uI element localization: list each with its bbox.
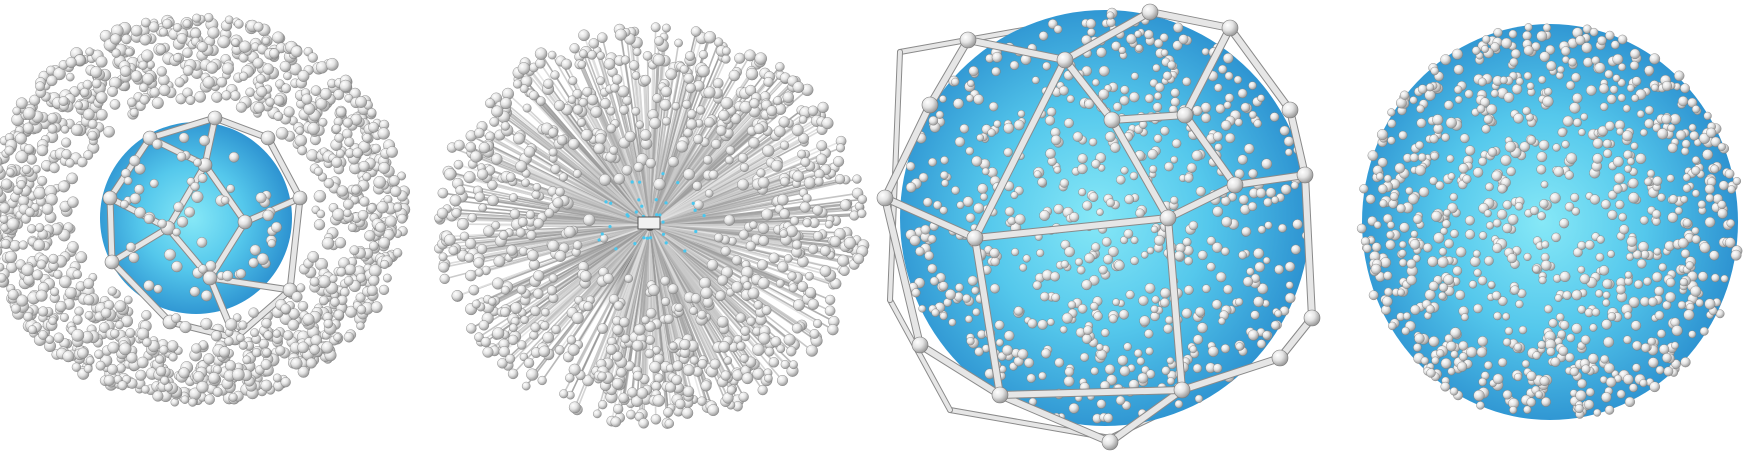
spike-tip-particles bbox=[434, 22, 870, 429]
center-block bbox=[637, 216, 661, 230]
polyhedral-cage bbox=[876, 3, 1321, 451]
panel-caged-sphere bbox=[876, 3, 1321, 451]
panel-particle-cloud bbox=[0, 13, 411, 407]
panel-covered-sphere bbox=[1356, 23, 1743, 420]
panel-spike-burst bbox=[434, 22, 870, 429]
surface-particles bbox=[1356, 23, 1743, 419]
inner-sphere bbox=[100, 122, 292, 314]
particle-shell-front bbox=[0, 13, 411, 407]
